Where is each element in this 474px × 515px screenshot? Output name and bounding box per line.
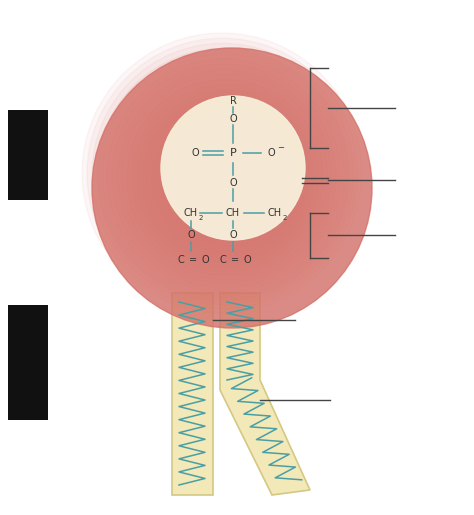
Text: O: O [229,230,237,240]
Circle shape [132,84,319,271]
Circle shape [167,121,288,242]
Circle shape [92,43,353,305]
Circle shape [157,111,297,250]
Circle shape [192,147,267,221]
Circle shape [122,74,328,280]
Circle shape [92,48,372,328]
Circle shape [202,157,258,213]
Text: O: O [201,255,209,265]
Text: =: = [189,255,197,265]
Circle shape [97,48,349,300]
Circle shape [137,90,314,267]
Circle shape [102,54,345,296]
Circle shape [212,167,249,204]
Text: O: O [191,148,199,158]
Bar [8,110,48,200]
Text: C: C [178,255,184,265]
Text: O: O [187,230,195,240]
Circle shape [147,100,306,259]
Circle shape [87,38,358,309]
Bar [172,293,213,495]
Circle shape [182,136,275,230]
Circle shape [107,59,340,292]
Text: O: O [229,178,237,188]
Circle shape [172,126,284,238]
Text: CH: CH [184,208,198,218]
Polygon shape [220,293,310,495]
Text: O: O [267,148,275,158]
Text: C: C [219,255,227,265]
Text: CH: CH [268,208,282,218]
Text: O: O [243,255,251,265]
Circle shape [177,131,280,234]
Text: P: P [229,148,237,158]
Circle shape [152,106,301,254]
Text: −: − [277,144,284,152]
Text: O: O [229,114,237,124]
Text: 2: 2 [283,215,287,221]
Circle shape [161,96,305,240]
Text: CH: CH [226,208,240,218]
Circle shape [227,183,237,192]
Circle shape [127,79,323,276]
Circle shape [197,152,262,217]
Text: 2: 2 [199,215,203,221]
Text: =: = [231,255,239,265]
Circle shape [142,95,310,263]
Circle shape [187,142,271,226]
Circle shape [207,162,254,209]
Bar [8,305,48,420]
Circle shape [117,69,332,284]
Circle shape [82,33,362,313]
Text: R: R [229,96,237,106]
Circle shape [222,178,241,196]
Circle shape [217,173,245,200]
Circle shape [162,116,292,246]
Circle shape [112,64,336,288]
